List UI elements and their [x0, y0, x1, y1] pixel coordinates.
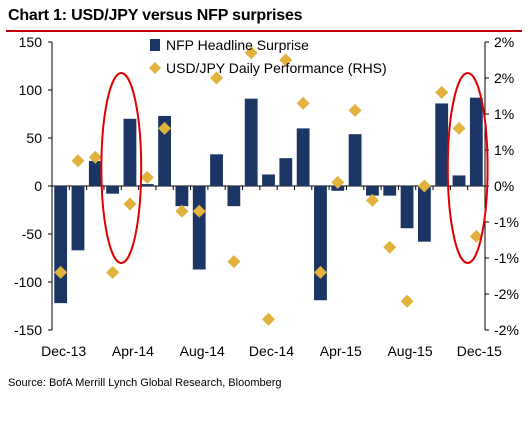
nfp-bar [348, 134, 362, 186]
nfp-bar [366, 186, 379, 196]
highlight-ellipse [100, 72, 143, 264]
nfp-bar [88, 161, 102, 186]
right-tick-label: -1% [494, 214, 519, 230]
nfp-bar [158, 115, 171, 186]
nfp-bar [417, 186, 431, 242]
usdjpy-diamond [54, 265, 68, 279]
x-tick-label: Aug-14 [180, 343, 225, 359]
usdjpy-diamond [106, 265, 120, 279]
right-tick-label: -1% [494, 250, 519, 266]
left-tick-label: 150 [19, 34, 43, 50]
highlight-ellipse [446, 72, 489, 264]
nfp-bar [140, 184, 154, 186]
left-tick-label: -150 [14, 322, 42, 338]
nfp-bar [227, 186, 241, 207]
x-tick-label: Dec-13 [41, 343, 86, 359]
usdjpy-diamond [279, 53, 293, 67]
usdjpy-diamond [469, 229, 483, 243]
right-tick-label: 2% [494, 70, 514, 86]
usdjpy-diamond [331, 175, 345, 189]
right-tick-label: 1% [494, 106, 514, 122]
usdjpy-diamond [71, 154, 85, 168]
usdjpy-diamond [383, 240, 397, 254]
nfp-bar [244, 98, 258, 186]
nfp-bar [452, 175, 466, 186]
highlights-layer [100, 72, 489, 264]
legend-label: USD/JPY Daily Performance (RHS) [166, 60, 387, 76]
usdjpy-diamond [452, 121, 466, 135]
right-tick-label: 1% [494, 142, 514, 158]
left-tick-label: -50 [22, 226, 42, 242]
nfp-bar [383, 186, 397, 196]
right-tick-label: -2% [494, 286, 519, 302]
nfp-bar [279, 158, 293, 186]
nfp-bar [262, 174, 275, 186]
title-bar: Chart 1: USD/JPY versus NFP surprises [6, 4, 522, 32]
nfp-bar [175, 186, 189, 207]
usdjpy-diamond [262, 312, 275, 326]
diamonds-layer [54, 46, 483, 326]
right-tick-label: -2% [494, 322, 519, 338]
nfp-bar [210, 154, 223, 186]
nfp-bar [400, 186, 414, 229]
legend-diamond-swatch [149, 62, 161, 74]
legend-bar-swatch [150, 39, 160, 51]
chart-title: Chart 1: USD/JPY versus NFP surprises [8, 7, 303, 24]
nfp-bar [314, 186, 327, 301]
bars-layer [54, 97, 483, 304]
usdjpy-diamond [140, 170, 154, 184]
usdjpy-diamond [88, 150, 102, 164]
legend: NFP Headline Surprise USD/JPY Daily Perfo… [149, 37, 387, 76]
source-note: Source: BofA Merrill Lynch Global Resear… [8, 377, 282, 389]
usdjpy-diamond [435, 85, 449, 99]
nfp-bar [296, 128, 310, 186]
usdjpy-diamond [348, 103, 362, 117]
nfp-bar [71, 186, 85, 251]
right-tick-label: 0% [494, 178, 514, 194]
left-tick-label: 50 [26, 130, 42, 146]
tick-labels-layer: 150 100 50 0 -50 -100 -150 2% 2% 1% 1% 0% -1% -1% -2% -… [14, 34, 519, 359]
nfp-bar [469, 97, 483, 186]
x-tick-label: Apr-15 [320, 343, 362, 359]
usdjpy-diamond [192, 204, 206, 218]
usdjpy-diamond [123, 197, 137, 211]
left-tick-label: -100 [14, 274, 42, 290]
usdjpy-diamond [227, 255, 241, 269]
x-tick-label: Apr-14 [112, 343, 154, 359]
usdjpy-diamond [244, 46, 258, 60]
usdjpy-diamond [296, 96, 310, 110]
usdjpy-diamond [365, 193, 379, 207]
x-tick-label: Dec-14 [249, 343, 294, 359]
usdjpy-diamond [417, 179, 431, 193]
left-tick-label: 0 [34, 178, 42, 194]
left-tick-label: 100 [19, 82, 43, 98]
nfp-bar [123, 118, 137, 186]
legend-label: NFP Headline Surprise [166, 37, 309, 53]
usdjpy-diamond [400, 294, 414, 308]
nfp-bar [54, 186, 68, 304]
nfp-bar [435, 103, 449, 186]
usdjpy-diamond [175, 204, 189, 218]
x-tick-label: Aug-15 [387, 343, 432, 359]
x-tick-label: Dec-15 [457, 343, 502, 359]
usdjpy-diamond [210, 71, 224, 85]
right-tick-label: 2% [494, 34, 514, 50]
nfp-bar [106, 186, 120, 194]
nfp-bar [192, 186, 206, 270]
usdjpy-diamond [313, 265, 327, 279]
usdjpy-diamond [158, 121, 172, 135]
